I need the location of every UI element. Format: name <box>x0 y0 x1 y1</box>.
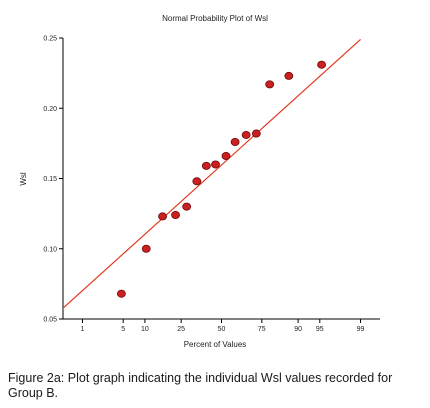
data-point <box>211 160 220 169</box>
x-axis-title: Percent of Values <box>184 340 247 349</box>
data-point <box>182 202 192 211</box>
x-tick-label: 25 <box>177 326 185 333</box>
x-tick-label: 1 <box>81 326 85 333</box>
data-point <box>192 177 202 186</box>
normal-probability-plot: Normal Probability Plot of Wsl 0.050.100… <box>19 14 380 349</box>
data-point <box>158 212 167 221</box>
data-point <box>251 129 261 138</box>
y-tick-label: 0.15 <box>43 176 57 183</box>
x-tick-label: 95 <box>316 326 324 333</box>
x-tick-label: 50 <box>218 326 226 333</box>
x-tick-label: 10 <box>141 326 149 333</box>
ticks: 0.05 0.10 0.15 0.20 0.25 1 5 10 25 50 75 90 95 99 <box>43 36 364 334</box>
data-point <box>201 161 211 170</box>
data-point <box>141 244 151 253</box>
data-point <box>230 137 240 146</box>
fit-line <box>63 38 361 310</box>
x-tick-label: 5 <box>121 326 125 333</box>
data-point <box>317 60 326 69</box>
x-tick-label: 75 <box>258 326 266 333</box>
data-point <box>221 152 231 161</box>
chart-title: Normal Probability Plot of Wsl <box>162 14 268 23</box>
axes <box>62 38 380 320</box>
x-tick-label: 90 <box>294 326 302 333</box>
data-point <box>284 71 294 80</box>
y-tick-label: 0.10 <box>43 246 57 253</box>
data-point <box>241 130 251 139</box>
y-tick-label: 0.25 <box>43 36 57 43</box>
fit-line-group <box>63 38 361 310</box>
y-tick-label: 0.05 <box>43 317 57 324</box>
data-point <box>265 80 275 89</box>
y-axis-title: Wsl <box>19 172 28 186</box>
data-point <box>117 289 126 298</box>
y-tick-label: 0.20 <box>43 106 57 113</box>
x-tick-label: 99 <box>357 326 365 333</box>
figure-caption: Figure 2a: Plot graph indicating the ind… <box>8 371 393 400</box>
data-points <box>117 60 326 298</box>
data-point <box>171 211 180 220</box>
